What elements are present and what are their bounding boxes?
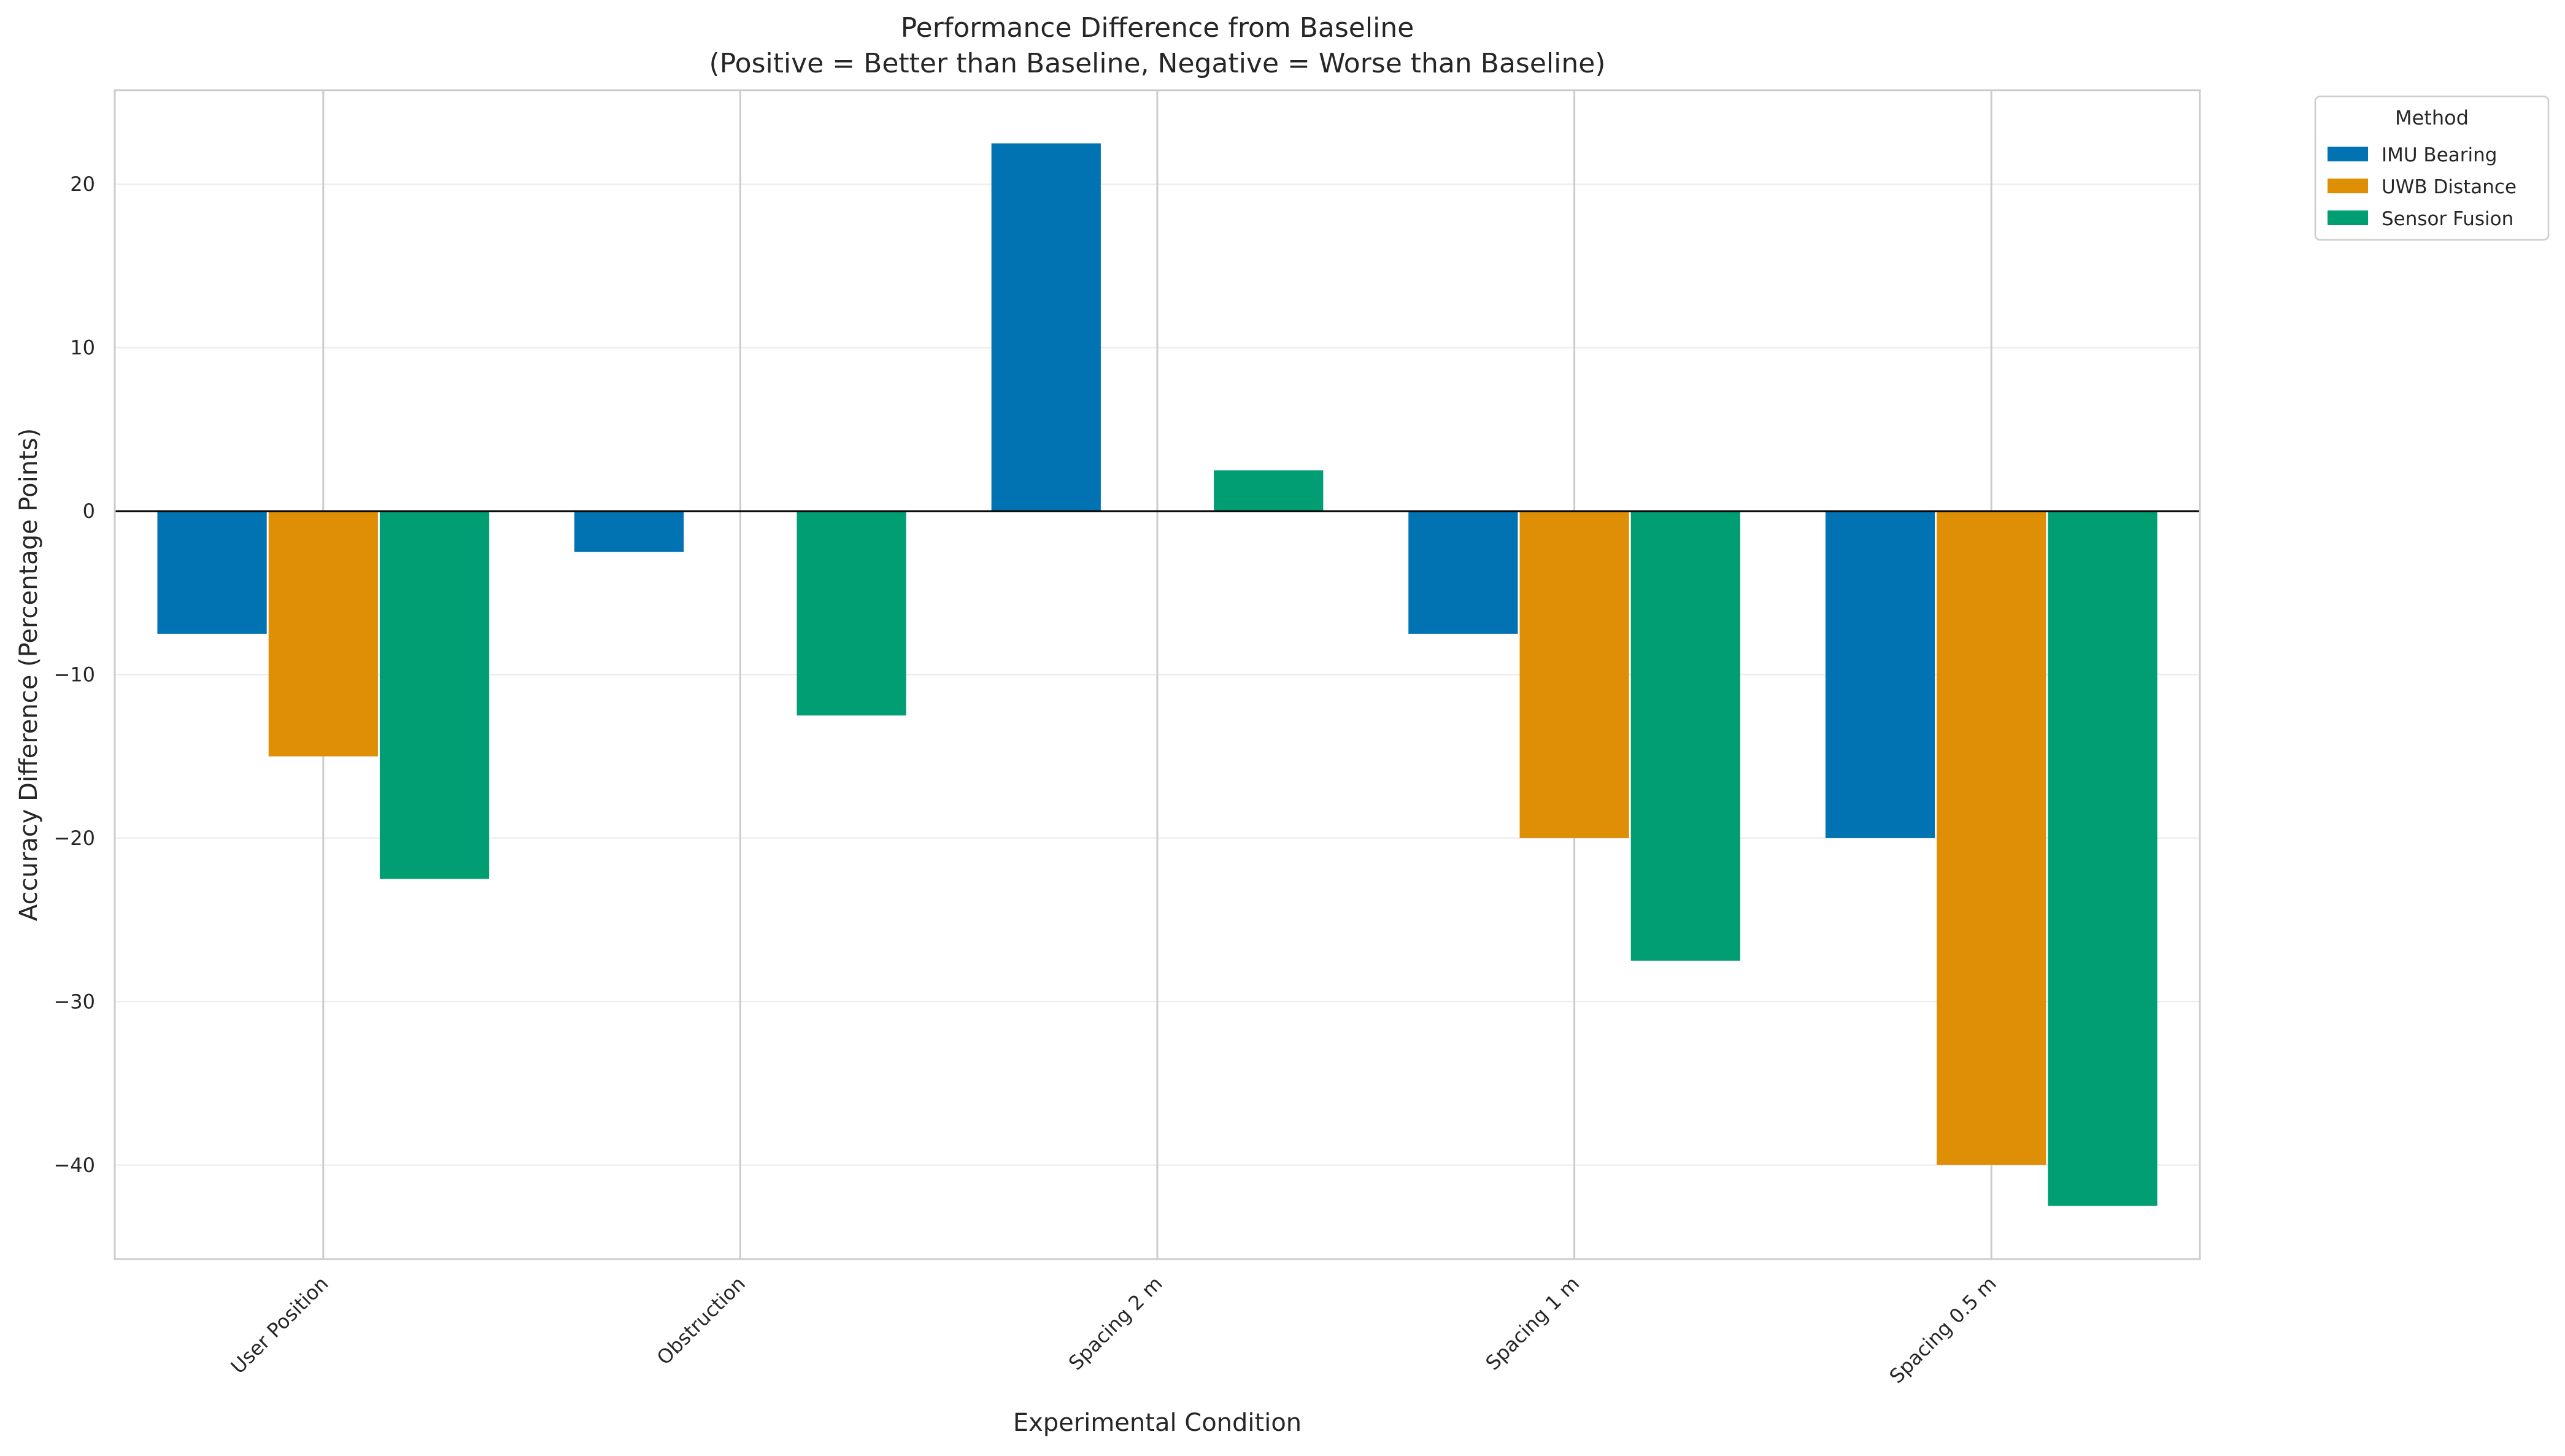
- bars: [157, 143, 2158, 1206]
- bar-imu-bearing-0: [157, 511, 267, 634]
- y-tick-label: 10: [70, 336, 95, 360]
- y-tick-label: 20: [70, 172, 95, 196]
- bar-sensor-fusion-3: [1630, 511, 1740, 961]
- x-axis-label: Experimental Condition: [1013, 1409, 1302, 1437]
- y-tick-label: −30: [53, 990, 95, 1013]
- axes: [114, 89, 2201, 1260]
- bar-sensor-fusion-1: [796, 511, 906, 716]
- y-tick-label: −40: [53, 1154, 95, 1177]
- bar-imu-bearing-3: [1408, 511, 1518, 634]
- legend-swatch: [2328, 179, 2368, 193]
- legend: Method IMU Bearing UWB Distance Sensor Fusi…: [2314, 95, 2550, 241]
- legend-entry: Sensor Fusion: [2382, 208, 2513, 230]
- legend-entry: IMU Bearing: [2382, 144, 2497, 166]
- plot-frame: [114, 89, 2201, 1260]
- bar-uwb-distance-0: [268, 511, 378, 757]
- bar-sensor-fusion-0: [379, 511, 490, 879]
- chart-subtitle: (Positive = Better than Baseline, Negati…: [709, 48, 1606, 79]
- legend-box: [2314, 95, 2550, 241]
- chart-title: Performance Difference from Baseline: [901, 12, 1414, 44]
- y-tick-label: −10: [53, 663, 95, 687]
- y-tick-label: −20: [53, 826, 95, 850]
- legend-swatch: [2328, 147, 2368, 161]
- bar-sensor-fusion-2: [1214, 470, 1324, 512]
- bar-imu-bearing-4: [1825, 511, 1935, 838]
- bar-uwb-distance-4: [1937, 511, 2046, 1165]
- legend-swatch: [2328, 210, 2368, 225]
- bar-imu-bearing-2: [991, 143, 1101, 512]
- y-axis-label: Accuracy Difference (Percentage Points): [15, 428, 43, 921]
- y-tick-label: 0: [83, 499, 95, 523]
- bar-imu-bearing-1: [574, 511, 684, 552]
- bar-sensor-fusion-4: [2048, 511, 2158, 1206]
- legend-entry: UWB Distance: [2382, 176, 2517, 198]
- bar-uwb-distance-3: [1519, 511, 1629, 838]
- legend-title: Method: [2395, 106, 2469, 129]
